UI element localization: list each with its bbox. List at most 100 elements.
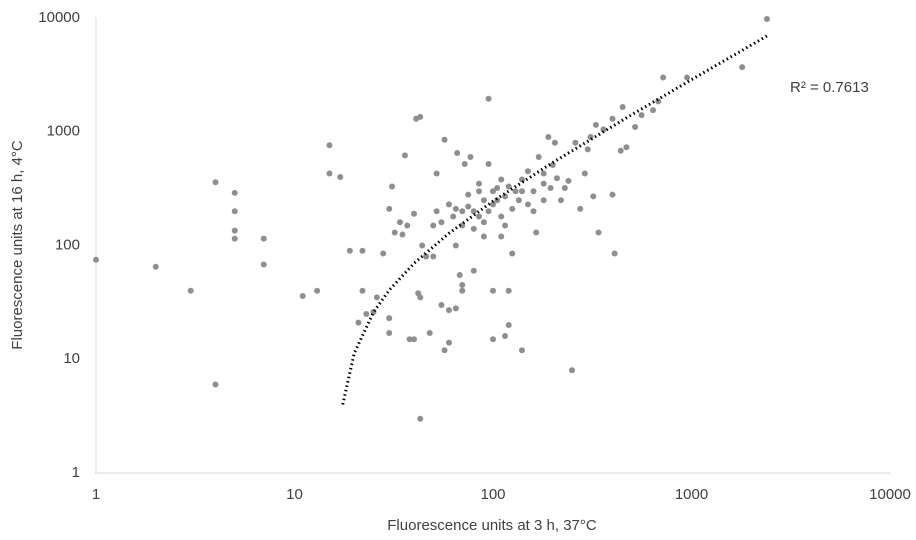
data-point: [386, 330, 393, 337]
y-tick-label: 100: [55, 236, 80, 253]
data-point: [524, 201, 531, 208]
data-point: [565, 177, 572, 184]
data-point: [540, 180, 547, 187]
data-point: [454, 150, 461, 157]
x-tick-label: 1000: [675, 486, 708, 503]
data-point: [456, 272, 463, 279]
data-point: [584, 146, 591, 153]
data-point: [438, 301, 445, 308]
data-point: [337, 174, 344, 181]
data-point: [396, 219, 403, 226]
data-point: [355, 319, 362, 326]
data-point: [359, 287, 366, 294]
data-point: [480, 197, 487, 204]
data-point: [326, 170, 333, 177]
data-point: [561, 185, 568, 192]
data-point: [430, 222, 437, 229]
data-point: [406, 336, 413, 343]
data-point: [187, 287, 194, 294]
data-point: [763, 15, 770, 22]
data-point: [540, 197, 547, 204]
data-point: [411, 336, 418, 343]
data-point: [498, 233, 505, 240]
data-point: [540, 170, 547, 177]
data-point: [363, 310, 370, 317]
data-point: [231, 208, 238, 215]
data-point: [519, 176, 526, 183]
data-point: [441, 347, 448, 354]
data-point: [401, 152, 408, 159]
data-point: [231, 189, 238, 196]
data-point: [512, 188, 519, 195]
data-point: [505, 322, 512, 329]
data-point: [459, 281, 466, 288]
data-point: [490, 201, 496, 208]
data-point: [592, 121, 599, 128]
data-point: [480, 233, 487, 240]
data-point: [650, 107, 657, 114]
data-point: [623, 144, 630, 151]
data-point: [509, 205, 516, 212]
data-point: [231, 235, 238, 242]
x-axis-title: Fluorescence units at 3 h, 37°C: [387, 517, 597, 534]
data-point: [611, 250, 618, 257]
data-point: [595, 229, 602, 236]
data-point: [505, 183, 512, 190]
data-point: [359, 247, 366, 254]
r-squared-label: R² = 0.7613: [790, 79, 869, 96]
data-point: [445, 339, 452, 346]
data-point: [577, 205, 584, 212]
data-point: [519, 347, 526, 354]
data-point: [660, 74, 667, 81]
y-axis-title: Fluorescence units at 16 h, 4°C: [9, 140, 26, 350]
data-point: [568, 367, 575, 374]
x-tick-label: 10000: [869, 486, 911, 503]
data-point: [450, 213, 457, 220]
y-tick-label: 1: [72, 464, 80, 481]
data-point: [417, 415, 424, 422]
data-point: [433, 208, 440, 215]
data-point: [445, 201, 452, 208]
y-tick-label: 10000: [38, 9, 80, 26]
data-point: [485, 208, 492, 215]
data-point: [619, 104, 626, 111]
data-point: [260, 261, 267, 268]
data-point: [553, 175, 560, 182]
data-point: [386, 315, 393, 322]
data-point: [480, 219, 487, 226]
data-point: [684, 74, 691, 81]
data-point: [530, 208, 537, 215]
data-point: [212, 381, 219, 388]
data-point: [423, 253, 430, 260]
data-point: [441, 136, 448, 143]
data-point: [638, 112, 645, 119]
data-point: [470, 225, 477, 232]
data-point: [212, 179, 219, 186]
data-point: [557, 197, 564, 204]
data-point: [739, 64, 746, 71]
data-point: [617, 147, 624, 154]
data-point: [231, 227, 238, 234]
data-point: [415, 290, 422, 297]
data-point: [490, 287, 496, 294]
data-point: [433, 170, 440, 177]
data-point: [426, 330, 433, 337]
data-point: [452, 305, 459, 312]
data-point: [551, 139, 558, 146]
data-point: [632, 124, 639, 131]
data-point: [459, 208, 466, 215]
data-point: [509, 250, 516, 257]
data-point: [530, 188, 537, 195]
data-point: [430, 253, 437, 260]
data-point: [445, 307, 452, 314]
data-point: [260, 235, 267, 242]
data-point: [386, 205, 393, 212]
y-tick-label: 10: [63, 350, 80, 367]
y-tick-label: 1000: [47, 123, 80, 140]
data-point: [494, 185, 501, 192]
data-point: [475, 180, 482, 187]
data-point: [389, 183, 396, 190]
data-point: [452, 205, 459, 212]
x-tick-label: 10: [286, 486, 303, 503]
